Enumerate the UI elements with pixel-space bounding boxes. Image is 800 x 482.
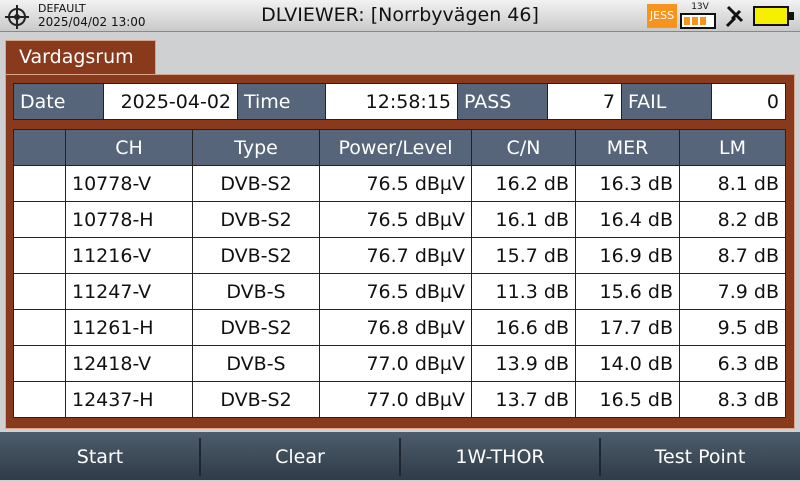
row-select[interactable] (13, 201, 66, 238)
table-cell: 8.3 dB (679, 381, 786, 418)
content: Date 2025-04-02 Time 12:58:15 PASS 7 FAIL 0 CH Ty… (13, 83, 786, 418)
row-select[interactable] (13, 309, 66, 346)
table-cell: 16.3 dB (575, 165, 680, 202)
table-cell: 16.4 dB (575, 201, 680, 238)
row-select[interactable] (13, 273, 66, 310)
table-cell: DVB-S2 (192, 165, 320, 202)
table-cell: DVB-S (192, 345, 320, 382)
summary-label: PASS (457, 83, 548, 120)
header-blank (13, 129, 66, 166)
summary-label: Time (237, 83, 326, 120)
table-cell: 15.7 dB (471, 237, 576, 274)
row-select[interactable] (13, 345, 66, 382)
column-header: CH (65, 129, 193, 166)
soft-button[interactable]: Clear (275, 446, 325, 468)
button-bar: Start Clear 1W-THOR Test Point (0, 432, 800, 480)
table-cell: 14.0 dB (575, 345, 680, 382)
column-header: Power/Level (319, 129, 472, 166)
summary-value: 0 (711, 83, 786, 120)
table-cell: DVB-S2 (192, 201, 320, 238)
table-cell: 6.3 dB (679, 345, 786, 382)
table-cell: 76.5 dBµV (319, 273, 472, 310)
row-select[interactable] (13, 237, 66, 274)
table-cell: 13.9 dB (471, 345, 576, 382)
table-cell: 76.7 dBµV (319, 237, 472, 274)
voltage: 13V (691, 2, 709, 12)
separator (399, 438, 401, 476)
column-header: LM (679, 129, 786, 166)
table-cell: 12437-H (65, 381, 193, 418)
table-cell: 11.3 dB (471, 273, 576, 310)
table-cell: 13.7 dB (471, 381, 576, 418)
table-cell: 15.6 dB (575, 273, 680, 310)
table-cell: 16.5 dB (575, 381, 680, 418)
table-cell: 16.6 dB (471, 309, 576, 346)
table-cell: DVB-S2 (192, 381, 320, 418)
summary-label: Date (13, 83, 104, 120)
table-cell: 16.2 dB (471, 165, 576, 202)
column-header: C/N (471, 129, 576, 166)
row-select[interactable] (13, 381, 66, 418)
table-cell: 16.1 dB (471, 201, 576, 238)
table-cell: DVB-S2 (192, 309, 320, 346)
table-cell: 77.0 dBµV (319, 381, 472, 418)
separator (199, 438, 201, 476)
satellite-icon (725, 5, 744, 28)
table-cell: 11216-V (65, 237, 193, 274)
soft-button[interactable]: 1W-THOR (455, 446, 545, 468)
table-cell: 10778-V (65, 165, 193, 202)
table-cell: 11261-H (65, 309, 193, 346)
table-cell: 10778-H (65, 201, 193, 238)
summary-value: 2025-04-02 (103, 83, 238, 120)
profile: DEFAULT (38, 2, 86, 15)
battery-icon (753, 6, 794, 26)
table-cell: 7.9 dB (679, 273, 786, 310)
jess-badge: JESS (647, 4, 677, 28)
soft-button[interactable]: Test Point (654, 446, 746, 468)
soft-button[interactable]: Start (76, 446, 124, 468)
table-cell: 76.5 dBµV (319, 201, 472, 238)
table-cell: 9.5 dB (679, 309, 786, 346)
table-cell: 17.7 dB (575, 309, 680, 346)
table-cell: 16.9 dB (575, 237, 680, 274)
table-cell: 76.8 dBµV (319, 309, 472, 346)
app-title: DLVIEWER: [Norrbyvägen 46] (261, 4, 539, 26)
table-cell: 11247-V (65, 273, 193, 310)
target-icon (5, 5, 29, 29)
table-cell: DVB-S (192, 273, 320, 310)
table-cell: DVB-S2 (192, 237, 320, 274)
column-header: MER (575, 129, 680, 166)
table-cell: 8.1 dB (679, 165, 786, 202)
column-header: Type (192, 129, 320, 166)
row-select[interactable] (13, 165, 66, 202)
summary-label: FAIL (621, 83, 712, 120)
table-cell: 8.7 dB (679, 237, 786, 274)
table-cell: 8.2 dB (679, 201, 786, 238)
status-bar: DEFAULT 2025/04/02 13:00 DLVIEWER: [Norr… (0, 0, 800, 32)
table-cell: 77.0 dBµV (319, 345, 472, 382)
tab[interactable]: Vardagsrum (5, 40, 156, 75)
table-cell: 12418-V (65, 345, 193, 382)
voltage-meter (680, 13, 716, 29)
datetime: 2025/04/02 13:00 (38, 15, 146, 29)
summary-value: 7 (547, 83, 622, 120)
separator (599, 438, 601, 476)
table-cell: 76.5 dBµV (319, 165, 472, 202)
summary-value: 12:58:15 (325, 83, 458, 120)
